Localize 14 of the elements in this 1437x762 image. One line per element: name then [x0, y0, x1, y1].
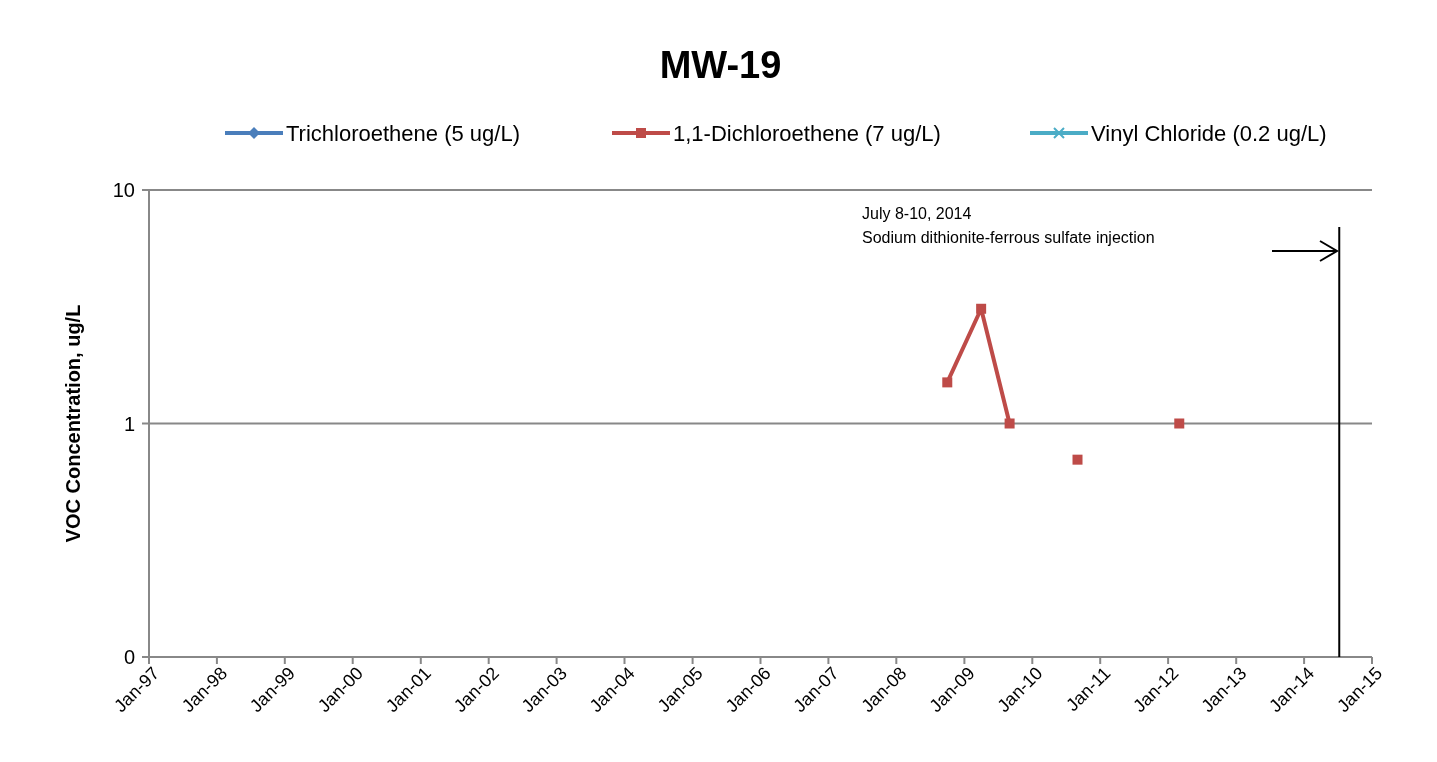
y-tick-label: 0 — [123, 646, 135, 668]
chart-title: MW-19 — [659, 44, 782, 86]
y-tick-label: 10 — [112, 179, 135, 201]
point — [1174, 418, 1185, 429]
point — [976, 303, 987, 314]
y-tick-label: 1 — [123, 412, 135, 435]
legend-label: Vinyl Chloride (0.2 ug/L) — [1091, 121, 1327, 146]
y-axis-title: VOC Concentration, ug/L — [62, 304, 84, 543]
legend-label: Trichloroethene (5 ug/L) — [286, 121, 520, 146]
point — [1072, 454, 1083, 465]
legend-label: 1,1-Dichloroethene (7 ug/L) — [673, 121, 941, 146]
ref-line-label: July 8-10, 2014 Sodium dithionite-ferrous sulfate injection — [862, 205, 1155, 246]
point — [942, 377, 953, 388]
point — [1004, 418, 1015, 429]
